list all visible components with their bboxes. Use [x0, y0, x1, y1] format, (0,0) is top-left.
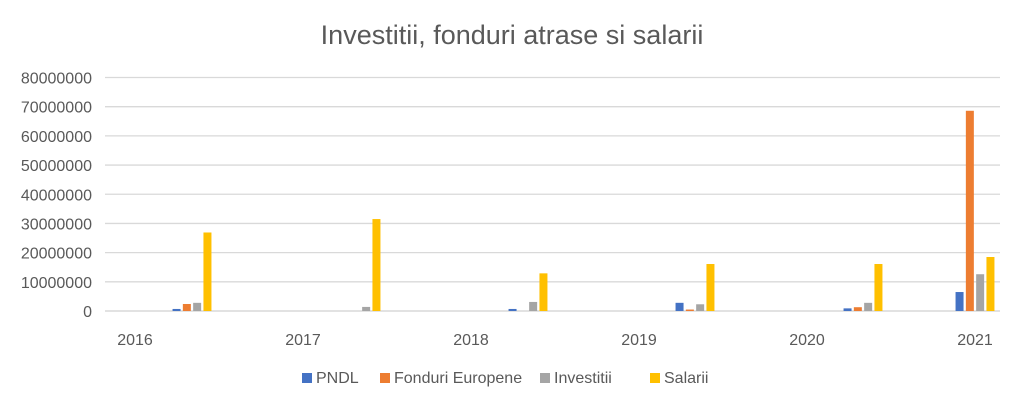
y-tick-label: 20000000: [21, 246, 92, 263]
y-axis: 0 10000000 20000000 30000000 40000000 5000000…: [21, 71, 92, 322]
gridlines: [105, 76, 1000, 312]
legend-item: Investitii: [554, 370, 612, 387]
bar-pndl-2019: [675, 302, 684, 311]
bar-fonduri-europene-2019: [685, 309, 694, 311]
legend-swatch: [380, 373, 390, 383]
legend-item: PNDL: [316, 370, 359, 387]
bars: [172, 110, 995, 312]
legend-swatch: [302, 373, 312, 383]
bar-investitii-2016: [193, 302, 202, 311]
bar-salarii-2019: [706, 264, 715, 311]
bar-fonduri-europene-2020: [853, 307, 862, 311]
bar-salarii-2021: [986, 257, 995, 311]
y-tick-label: 60000000: [21, 129, 92, 146]
x-axis: 2016 2017 2018 2019 2020 2021: [117, 332, 993, 349]
y-tick-label: 50000000: [21, 158, 92, 175]
bar-investitii-2019: [696, 304, 705, 311]
y-tick-label: 30000000: [21, 216, 92, 233]
bar-pndl-2018: [508, 308, 517, 311]
bar-pndl-2021: [955, 292, 964, 311]
y-tick-label: 10000000: [21, 275, 92, 292]
bar-investitii-2017: [362, 306, 371, 311]
chart-title: Investitii, fonduri atrase si salarii: [321, 20, 704, 50]
legend-item: Fonduri Europene: [394, 370, 522, 387]
bar-investitii-2021: [976, 274, 985, 311]
x-tick-label: 2017: [285, 332, 321, 349]
bar-fonduri-europene-2021: [965, 110, 974, 312]
legend-swatch: [650, 373, 660, 383]
x-tick-label: 2018: [453, 332, 489, 349]
y-tick-label: 0: [83, 304, 92, 321]
x-tick-label: 2019: [621, 332, 657, 349]
bar-salarii-2020: [874, 264, 883, 311]
x-tick-label: 2020: [789, 332, 825, 349]
y-tick-label: 80000000: [21, 71, 92, 88]
bar-salarii-2017: [372, 219, 381, 311]
bar-pndl-2016: [172, 308, 181, 311]
y-tick-label: 70000000: [21, 100, 92, 117]
legend: PNDL Fonduri Europene Investitii Salarii: [302, 370, 708, 387]
bar-investitii-2020: [864, 302, 873, 311]
bar-salarii-2018: [539, 273, 548, 311]
bar-investitii-2018: [529, 301, 538, 311]
x-tick-label: 2016: [117, 332, 153, 349]
bar-pndl-2020: [843, 308, 852, 311]
y-tick-label: 40000000: [21, 187, 92, 204]
x-tick-label: 2021: [957, 332, 993, 349]
bar-fonduri-europene-2016: [182, 303, 191, 311]
legend-swatch: [540, 373, 550, 383]
legend-item: Salarii: [664, 370, 708, 387]
bar-salarii-2016: [203, 232, 212, 311]
